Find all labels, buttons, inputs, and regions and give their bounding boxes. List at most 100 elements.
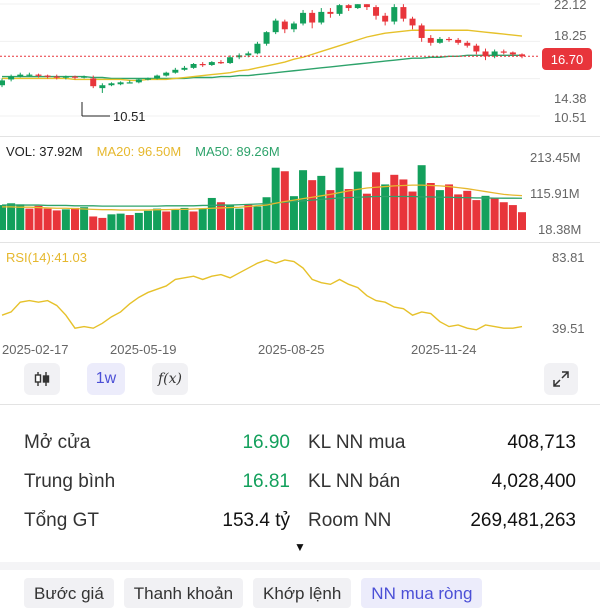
current-price-badge: 16.70 [542, 48, 592, 70]
volume-chart-svg[interactable]: 213.45M 115.91M 18.38M [0, 140, 600, 240]
info-row: Mở cửa 16.90 KL NN mua 408,713 [0, 432, 600, 458]
volume-bar [25, 208, 34, 230]
candle-body [382, 15, 389, 22]
volume-bar [43, 208, 52, 230]
candlestick-type-button[interactable] [24, 363, 60, 395]
fullscreen-button[interactable] [544, 363, 578, 395]
candle-body [455, 39, 462, 43]
open-label: Mở cửa [24, 432, 91, 453]
candle-body [290, 23, 297, 30]
candle-body [491, 51, 498, 57]
tab-foreign-net-buy[interactable]: NN mua ròng [361, 578, 483, 608]
candle-body [373, 7, 380, 16]
price-ma-green-line [2, 54, 522, 80]
volume-bar [107, 214, 116, 230]
candle-body [309, 12, 316, 23]
volume-bar [253, 206, 262, 230]
volume-bar [326, 190, 335, 230]
volume-bar [372, 172, 381, 230]
candle-body [336, 5, 343, 14]
volume-bar [408, 191, 417, 230]
price-axis-label-1: 22.12 [554, 0, 587, 12]
volume-bar [189, 211, 198, 230]
low-price-annotation: 10.51 [81, 102, 146, 124]
volume-bar [518, 212, 526, 230]
volume-chart[interactable]: 213.45M 115.91M 18.38M [0, 140, 600, 240]
foreign-room-label: Room NN [308, 510, 392, 531]
indicator-button[interactable]: f(x) [152, 363, 188, 395]
average-label: Trung bình [24, 471, 116, 492]
open-value: 16.90 [242, 432, 290, 453]
volume-bar [7, 203, 16, 230]
candle-body [318, 11, 325, 23]
ma50-label: MA50: 89.26M [195, 144, 280, 159]
tab-price-step[interactable]: Bước giá [24, 578, 114, 608]
volume-bar [143, 210, 152, 230]
candle-body [126, 82, 133, 84]
expand-info-chevron-icon[interactable]: ▼ [294, 540, 306, 554]
volume-bar [445, 184, 454, 230]
low-price-label: 10.51 [113, 109, 146, 124]
candle-body [17, 74, 24, 77]
candle-body [62, 76, 69, 78]
rsi-chart[interactable]: 83.81 39.51 [0, 245, 600, 345]
volume-bar [390, 174, 399, 230]
foreign-buy-label: KL NN mua [308, 432, 406, 453]
candle-body [8, 76, 15, 80]
volume-bar [216, 202, 225, 230]
foreign-sell-value: 4,028,400 [491, 471, 576, 492]
candle-body [281, 21, 288, 30]
date-label: 2025-11-24 [411, 342, 477, 357]
date-axis: 2025-02-17 2025-05-19 2025-08-25 2025-11… [0, 342, 540, 360]
tab-matched-orders[interactable]: Khớp lệnh [253, 578, 352, 608]
price-chart[interactable]: 10.51 22.12 18.25 14.38 10.51 16.70 [0, 0, 600, 132]
volume-bar [244, 204, 253, 230]
candle-body [154, 75, 161, 79]
volume-bar [362, 193, 371, 230]
candle-body [473, 45, 480, 52]
divider [0, 404, 600, 405]
tab-liquidity[interactable]: Thanh khoản [123, 578, 244, 608]
detail-tabs: Bước giá Thanh khoản Khớp lệnh NN mua rò… [24, 578, 483, 608]
volume-bar [125, 215, 134, 230]
volume-bar [116, 213, 125, 230]
volume-bar [226, 205, 235, 230]
candle-body [190, 64, 197, 68]
foreign-sell-label: KL NN bán [308, 471, 401, 492]
volume-bar [454, 194, 463, 230]
volume-bar [472, 200, 481, 230]
total-value-value: 153.4 tỷ [222, 510, 290, 531]
divider [0, 136, 600, 137]
candle-body [254, 43, 261, 54]
candle-body [391, 7, 398, 22]
price-chart-svg[interactable]: 10.51 22.12 18.25 14.38 10.51 16.70 [0, 0, 600, 132]
volume-bar [0, 205, 6, 230]
candle-body [446, 38, 453, 41]
rsi-chart-svg[interactable]: 83.81 39.51 [0, 245, 600, 345]
date-label: 2025-08-25 [258, 342, 325, 357]
candlestick-icon [34, 372, 50, 386]
volume-bar [508, 205, 517, 230]
candle-body [509, 52, 516, 55]
candle-body [436, 38, 443, 43]
price-axis-label-4: 10.51 [554, 110, 587, 125]
price-ma-yellow-line [2, 29, 523, 82]
volume-bar [16, 204, 25, 230]
rsi-label: RSI(14):41.03 [6, 250, 87, 265]
info-row: Trung bình 16.81 KL NN bán 4,028,400 [0, 471, 600, 497]
candle-body [117, 82, 124, 85]
volume-legend: VOL: 37.92M MA20: 96.50M MA50: 89.26M [6, 144, 280, 159]
interval-button[interactable]: 1w [87, 363, 125, 395]
candle-body [199, 64, 206, 66]
candle-body [427, 37, 434, 43]
chart-toolbar: 1w f(x) [0, 363, 600, 399]
candle-body [53, 76, 60, 78]
candle-body [227, 57, 234, 64]
current-price-value: 16.70 [551, 52, 584, 67]
volume-axis-label-1: 213.45M [530, 150, 581, 165]
volume-bar [435, 190, 444, 230]
candle-body [81, 76, 88, 78]
volume-axis-label-3: 18.38M [538, 222, 581, 237]
candle-body [245, 53, 252, 56]
volume-bar [98, 217, 107, 230]
